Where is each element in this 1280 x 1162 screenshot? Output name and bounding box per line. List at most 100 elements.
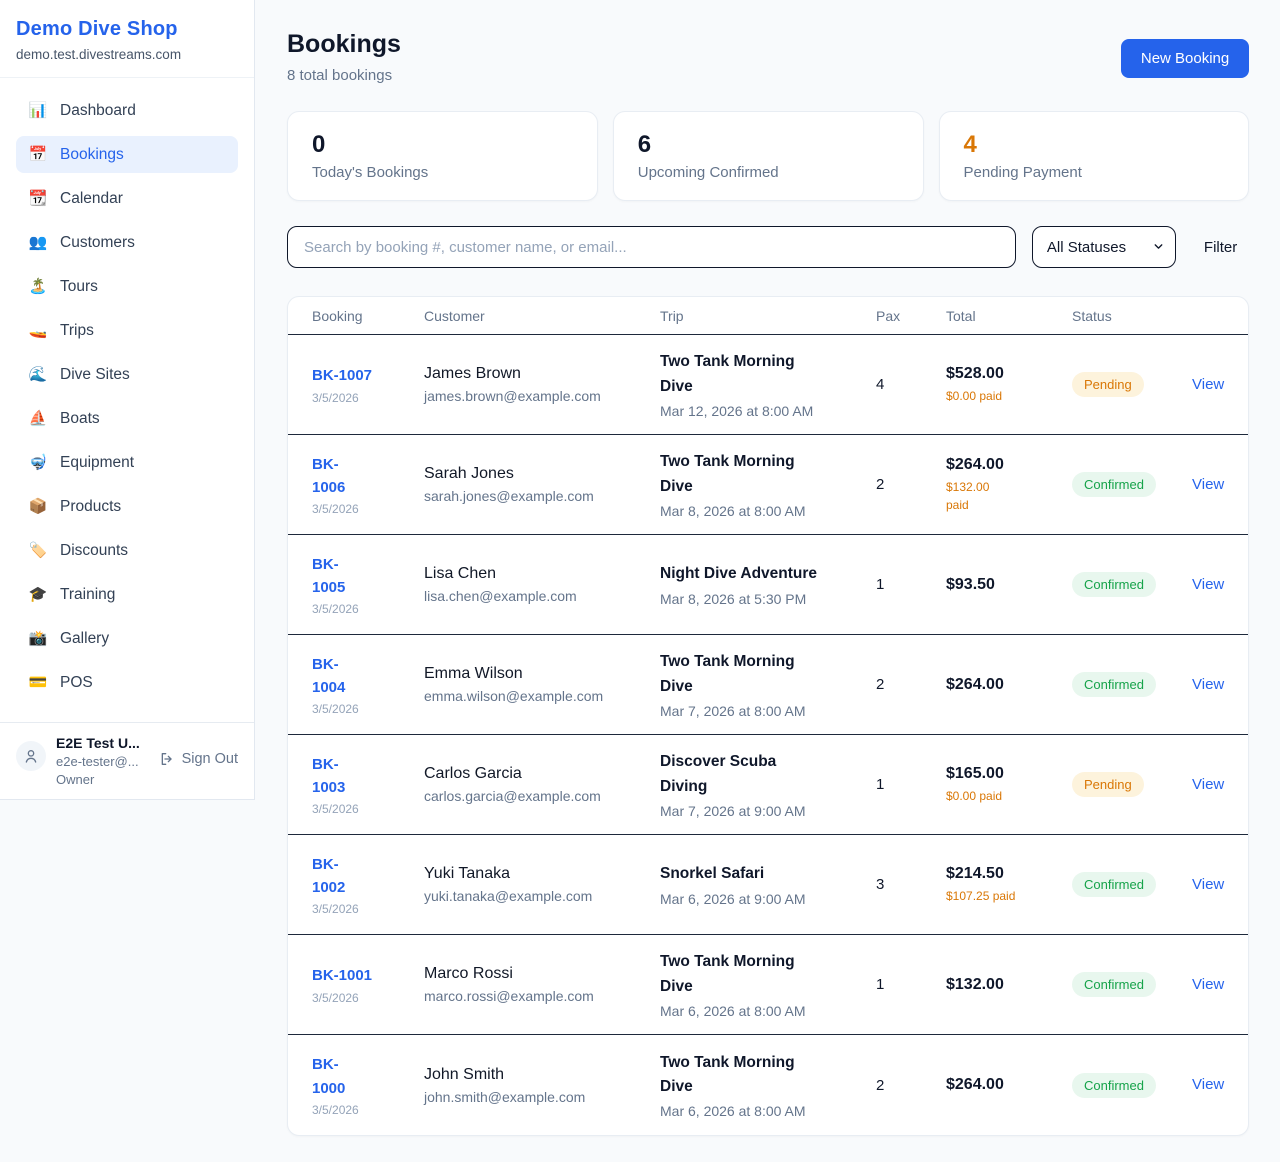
column-header-status: Status [1072, 307, 1112, 324]
tear-off-calendar-icon: 📆 [28, 190, 48, 207]
sidebar-item-bookings[interactable]: 📅 Bookings [16, 136, 238, 173]
total-amount: $214.50 [946, 864, 1004, 882]
actions-cell: View [1192, 476, 1224, 494]
booking-id-link[interactable]: BK-1007 [312, 367, 373, 385]
stat-card-todays-bookings: 0 Today's Bookings [287, 111, 598, 201]
customer-name: Lisa Chen [424, 565, 497, 582]
status-filter-select[interactable]: All Statuses [1031, 226, 1176, 268]
actions-cell: View [1192, 776, 1224, 794]
booking-id-link[interactable]: BK- 1002 [312, 855, 346, 896]
paid-amount: $132.00 paid [946, 479, 990, 512]
filter-button[interactable]: Filter [1192, 231, 1249, 264]
pax-count: 1 [876, 776, 885, 793]
booking-id-link[interactable]: BK- 1003 [312, 755, 346, 796]
sidebar-item-equipment[interactable]: 🤿 Equipment [16, 444, 238, 481]
status-cell: Confirmed [1072, 472, 1192, 497]
customer-email: yuki.tanaka@example.com [424, 888, 593, 904]
sidebar-item-calendar[interactable]: 📆 Calendar [16, 180, 238, 217]
search-input[interactable] [287, 226, 1016, 268]
avatar [16, 741, 46, 771]
booking-id-link[interactable]: BK- 1005 [312, 555, 346, 596]
booking-cell: BK-1007 3/5/2026 [312, 364, 424, 404]
sidebar-item-training[interactable]: 🎓 Training [16, 576, 238, 613]
customer-name: Sarah Jones [424, 465, 514, 482]
trip-cell: Two Tank Morning Dive Mar 8, 2026 at 8:0… [660, 450, 876, 518]
view-link[interactable]: View [1192, 875, 1225, 893]
customer-cell: Marco Rossi marco.rossi@example.com [424, 965, 660, 1004]
nav-item-label: Customers [60, 233, 135, 251]
sidebar-item-boats[interactable]: ⛵ Boats [16, 400, 238, 437]
sign-out-button[interactable]: Sign Out [159, 751, 238, 767]
user-role: Owner [56, 772, 95, 787]
new-booking-button[interactable]: New Booking [1120, 39, 1250, 78]
view-link[interactable]: View [1192, 975, 1225, 993]
user-name: E2E Test U... [56, 735, 140, 751]
pax-count: 2 [876, 1076, 885, 1094]
main-content: Bookings 8 total bookings New Booking 0 … [255, 0, 1280, 1162]
customer-email: carlos.garcia@example.com [424, 788, 601, 804]
shop-domain: demo.test.divestreams.com [16, 47, 182, 62]
view-link[interactable]: View [1192, 675, 1225, 693]
sidebar-item-gallery[interactable]: 📸 Gallery [16, 620, 238, 657]
sidebar-item-dashboard[interactable]: 📊 Dashboard [16, 92, 238, 129]
sidebar-item-tours[interactable]: 🏝️ Tours [16, 268, 238, 305]
toolbar: All Statuses Filter [287, 226, 1249, 268]
user-meta: E2E Test U... e2e-tester@... Owner [56, 735, 149, 787]
stat-value: 0 [312, 131, 326, 158]
booking-date: 3/5/2026 [312, 802, 359, 817]
total-cell: $93.50 [946, 576, 1072, 594]
status-badge: Pending [1072, 372, 1144, 397]
wave-icon: 🌊 [28, 366, 48, 383]
view-link[interactable]: View [1192, 475, 1225, 493]
pax-count: 3 [876, 876, 885, 893]
trip-datetime: Mar 6, 2026 at 9:00 AM [660, 890, 806, 907]
trip-cell: Two Tank Morning Dive Mar 7, 2026 at 8:0… [660, 650, 876, 718]
stat-value: 6 [637, 131, 652, 158]
customer-email: sarah.jones@example.com [424, 488, 594, 504]
status-cell: Pending [1072, 772, 1192, 797]
sidebar-item-dive-sites[interactable]: 🌊 Dive Sites [16, 356, 238, 393]
trip-name: Discover Scuba Diving [660, 753, 777, 795]
view-link[interactable]: View [1192, 575, 1225, 593]
customer-name: Emma Wilson [424, 665, 523, 682]
booking-cell: BK- 1005 3/5/2026 [312, 553, 424, 617]
booking-id-link[interactable]: BK- 1004 [312, 655, 346, 696]
sidebar-item-pos[interactable]: 💳 POS [16, 664, 238, 701]
total-amount: $264.00 [946, 1076, 1004, 1093]
pax-count: 2 [876, 676, 885, 693]
nav-item-label: Dive Sites [60, 365, 130, 383]
booking-id-link[interactable]: BK-1001 [312, 967, 373, 985]
sidebar-item-trips[interactable]: 🚤 Trips [16, 312, 238, 349]
sidebar-item-customers[interactable]: 👥 Customers [16, 224, 238, 261]
total-cell: $132.00 [946, 976, 1072, 994]
total-cell: $528.00 $0.00 paid [946, 365, 1072, 405]
table-row: BK- 1000 3/5/2026 John Smith john.smith@… [288, 1035, 1248, 1135]
person-icon [25, 750, 37, 763]
trip-name: Two Tank Morning Dive [660, 653, 795, 695]
sidebar-item-discounts[interactable]: 🏷️ Discounts [16, 532, 238, 569]
booking-date: 3/5/2026 [312, 390, 359, 405]
stat-label: Upcoming Confirmed [637, 164, 779, 181]
view-link[interactable]: View [1192, 1076, 1225, 1093]
trip-cell: Night Dive Adventure Mar 8, 2026 at 5:30… [660, 562, 876, 606]
status-cell: Confirmed [1072, 872, 1192, 897]
column-header-booking: Booking [312, 307, 363, 324]
sidebar-item-products[interactable]: 📦 Products [16, 488, 238, 525]
customer-cell: John Smith john.smith@example.com [424, 1066, 660, 1105]
booking-id-link[interactable]: BK- 1006 [312, 455, 346, 496]
pax-count: 1 [876, 976, 885, 993]
customer-name: Marco Rossi [424, 965, 513, 982]
view-link[interactable]: View [1192, 375, 1225, 393]
status-badge: Confirmed [1072, 972, 1156, 997]
trip-cell: Two Tank Morning Dive Mar 6, 2026 at 8:0… [660, 1051, 876, 1119]
view-link[interactable]: View [1192, 775, 1225, 793]
pax-count: 2 [876, 476, 885, 493]
sidebar-nav: 📊 Dashboard 📅 Bookings 📆 Calendar 👥 Cust… [0, 78, 254, 722]
credit-card-icon: 💳 [28, 674, 48, 691]
nav-item-label: Dashboard [60, 101, 136, 119]
nav-item-label: Products [60, 497, 122, 515]
page-title: Bookings [287, 30, 401, 58]
booking-date: 3/5/2026 [312, 1102, 359, 1117]
camera-icon: 📸 [28, 630, 48, 647]
booking-id-link[interactable]: BK- 1000 [312, 1056, 346, 1097]
